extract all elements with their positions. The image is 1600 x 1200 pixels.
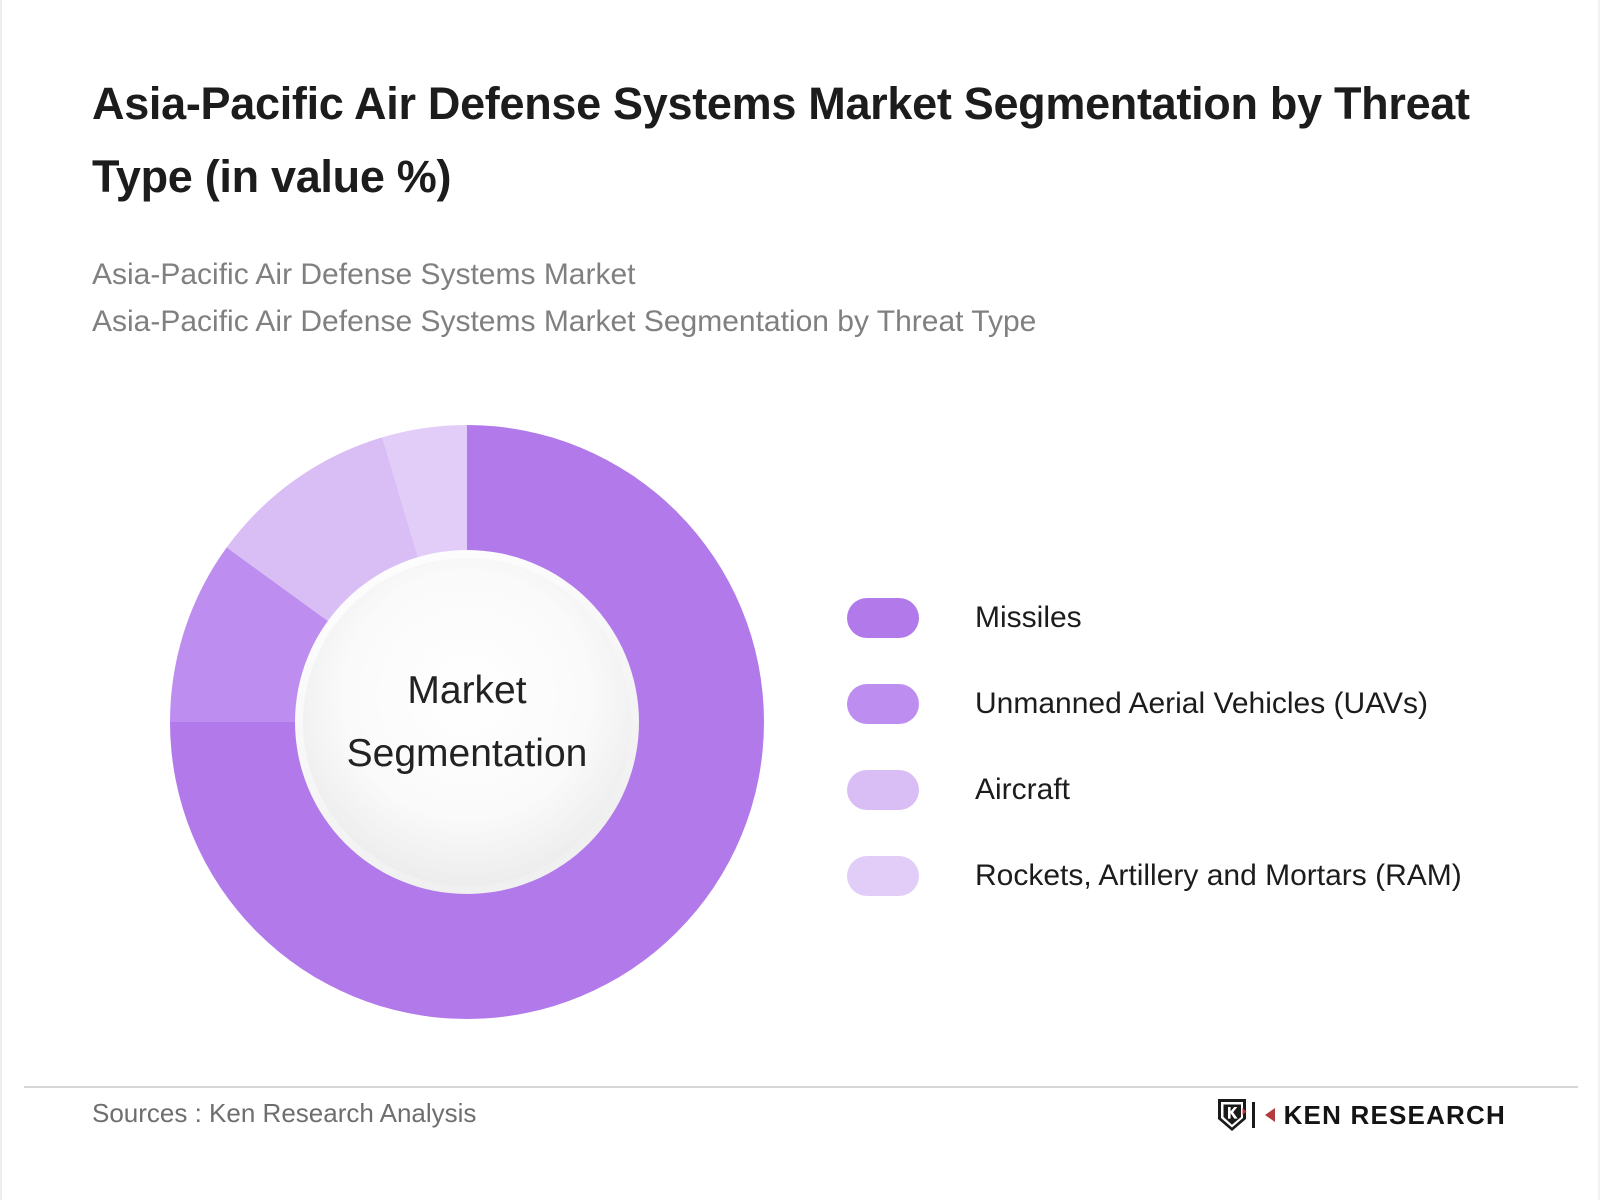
donut-chart: Market Segmentation	[170, 425, 764, 1019]
donut-hole	[303, 558, 631, 886]
legend-swatch-icon	[847, 856, 919, 896]
brand-caret-icon	[1264, 1108, 1275, 1122]
legend: Missiles Unmanned Aerial Vehicles (UAVs) A…	[847, 575, 1547, 919]
brand-logo: KEN RESEARCH	[1217, 1098, 1506, 1132]
legend-swatch-icon	[847, 684, 919, 724]
legend-item-label: Aircraft	[975, 773, 1071, 806]
legend-item-label: Missiles	[975, 601, 1082, 634]
subtitle-line-2: Asia-Pacific Air Defense Systems Market …	[92, 304, 1037, 338]
ken-research-shield-icon	[1217, 1099, 1247, 1131]
donut-chart-svg	[170, 425, 764, 1019]
legend-item[interactable]: Unmanned Aerial Vehicles (UAVs)	[847, 661, 1547, 747]
legend-item[interactable]: Rockets, Artillery and Mortars (RAM)	[847, 833, 1547, 919]
chart-area: Market Segmentation Missiles Unmanned Aer…	[2, 400, 1600, 1060]
subtitle-block: Asia-Pacific Air Defense Systems Market …	[92, 252, 1522, 346]
brand-divider	[1251, 1102, 1255, 1128]
legend-item[interactable]: Missiles	[847, 575, 1547, 661]
legend-item-label: Rockets, Artillery and Mortars (RAM)	[975, 859, 1462, 892]
source-note: Sources : Ken Research Analysis	[92, 1098, 477, 1128]
legend-item[interactable]: Aircraft	[847, 747, 1547, 833]
page-title: Asia-Pacific Air Defense Systems Market …	[92, 78, 1470, 202]
legend-swatch-icon	[847, 598, 919, 638]
legend-swatch-icon	[847, 770, 919, 810]
legend-item-label: Unmanned Aerial Vehicles (UAVs)	[975, 687, 1428, 720]
brand-name: KEN RESEARCH	[1283, 1099, 1506, 1130]
subtitle-line-1: Asia-Pacific Air Defense Systems Market	[92, 258, 636, 291]
footer-divider	[24, 1086, 1578, 1088]
